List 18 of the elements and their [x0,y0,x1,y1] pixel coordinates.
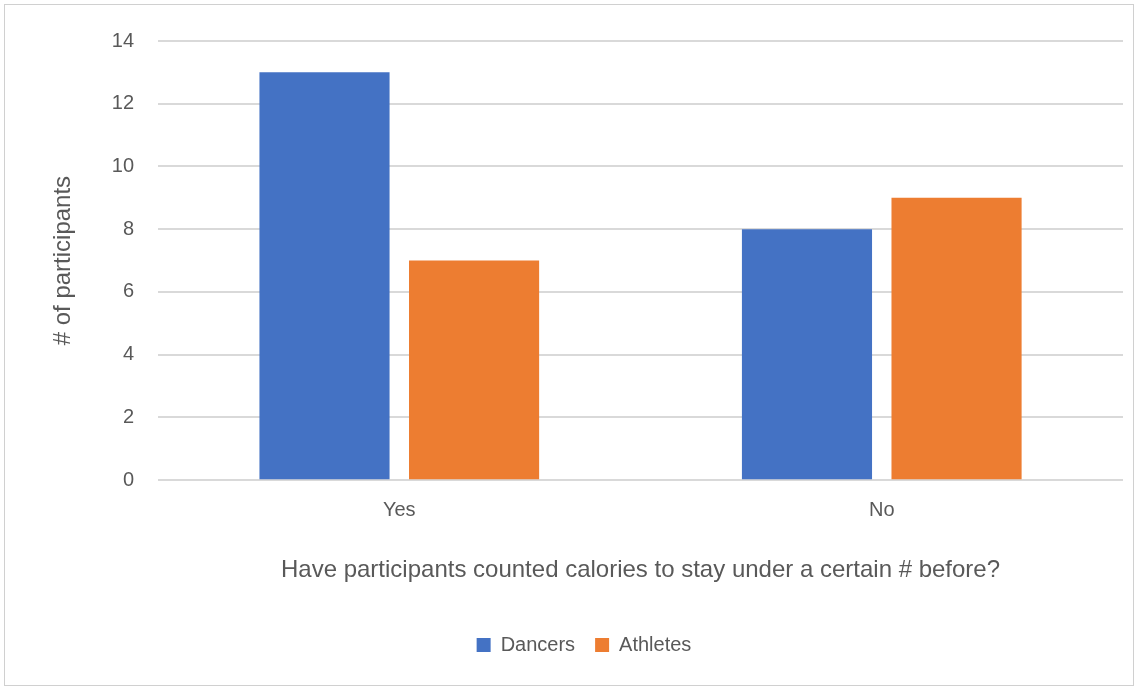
y-axis-title: # of participants [48,175,76,346]
x-axis-title: Have participants counted calories to stay under a certain # before? [280,555,1001,583]
x-tick-label: Yes [382,497,416,520]
y-tick-label: 6 [122,279,135,302]
y-tick-label: 12 [111,91,135,114]
legend-label: Athletes [619,632,692,655]
y-tick-label: 0 [122,467,135,490]
y-tick-label: 10 [111,154,135,176]
legend-label: Dancers [500,632,576,655]
y-tick-label: 4 [122,342,135,365]
y-tick-label: 14 [111,28,135,51]
x-tick-label: No [868,497,895,520]
bar [741,229,873,480]
bar [409,260,540,480]
bar [259,72,390,480]
bar [891,197,1022,480]
y-tick-label: 2 [122,404,135,427]
y-tick-label: 8 [122,216,135,239]
